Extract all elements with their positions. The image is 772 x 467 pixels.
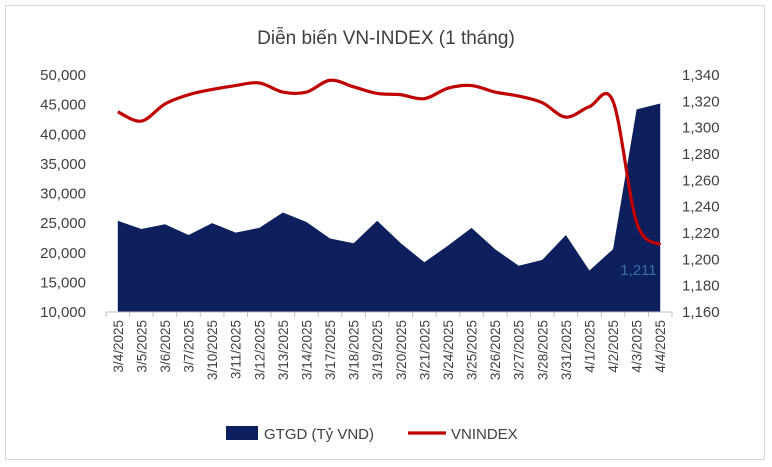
gtgd-area	[117, 103, 661, 312]
x-tick-label: 3/21/2025	[417, 320, 432, 380]
x-tick-label: 3/10/2025	[205, 320, 220, 380]
vnindex-data-label: 1,211	[620, 262, 656, 279]
x-tick-label: 3/24/2025	[441, 320, 456, 380]
x-tick-label: 3/17/2025	[323, 320, 338, 380]
legend-label-gtgd: GTGD (Tỷ VND)	[264, 426, 374, 443]
y-left-tick-label: 25,000	[40, 215, 86, 232]
x-tick-label: 3/4/2025	[111, 320, 126, 373]
x-tick-label: 3/19/2025	[370, 320, 385, 380]
x-tick-label: 3/25/2025	[465, 320, 480, 380]
x-tick-label: 4/3/2025	[630, 320, 645, 373]
vnindex-line	[117, 78, 662, 247]
x-tick-label: 3/20/2025	[394, 320, 409, 380]
x-tick-label: 3/12/2025	[252, 320, 267, 380]
y-right-tick-label: 1,260	[682, 172, 720, 189]
chart-title: Diễn biến VN-INDEX (1 tháng)	[257, 28, 515, 49]
x-tick-label: 3/13/2025	[276, 320, 291, 380]
y-left-tick-label: 50,000	[40, 67, 86, 84]
y-right-tick-label: 1,300	[682, 120, 720, 137]
x-tick-label: 3/18/2025	[347, 320, 362, 380]
y-right-tick-label: 1,320	[682, 93, 720, 110]
y-left-tick-label: 20,000	[40, 245, 86, 262]
y-right-tick-label: 1,180	[682, 278, 720, 295]
y-left-tick-label: 45,000	[40, 97, 86, 114]
x-tick-label: 4/2/2025	[606, 320, 621, 373]
y-left-tick-label: 30,000	[40, 186, 86, 203]
y-right-tick-label: 1,200	[682, 251, 720, 268]
y-left-tick-label: 40,000	[40, 126, 86, 143]
y-right-tick-label: 1,240	[682, 199, 720, 216]
y-left-tick-label: 15,000	[40, 274, 86, 291]
y-left-tick-label: 10,000	[40, 304, 86, 321]
x-tick-label: 3/11/2025	[229, 320, 244, 379]
y-left-tick-label: 35,000	[40, 156, 86, 173]
y-right-tick-label: 1,160	[682, 304, 720, 321]
x-tick-label: 3/14/2025	[299, 320, 314, 380]
x-tick-label: 3/28/2025	[535, 320, 550, 380]
x-tick-label: 3/7/2025	[182, 320, 197, 373]
x-tick-label: 3/26/2025	[488, 320, 503, 380]
x-tick-label: 4/1/2025	[582, 320, 597, 373]
x-tick-label: 3/6/2025	[158, 320, 173, 373]
x-tick-label: 3/31/2025	[559, 320, 574, 380]
x-tick-label: 3/5/2025	[134, 320, 149, 373]
x-tick-label: 3/27/2025	[512, 320, 527, 380]
y-right-tick-label: 1,340	[682, 67, 720, 84]
y-right-tick-label: 1,280	[682, 146, 720, 163]
y-right-tick-label: 1,220	[682, 225, 720, 242]
x-tick-label: 4/4/2025	[653, 320, 668, 373]
legend-swatch-gtgd	[226, 426, 258, 440]
legend-label-vnindex: VNINDEX	[451, 426, 518, 443]
